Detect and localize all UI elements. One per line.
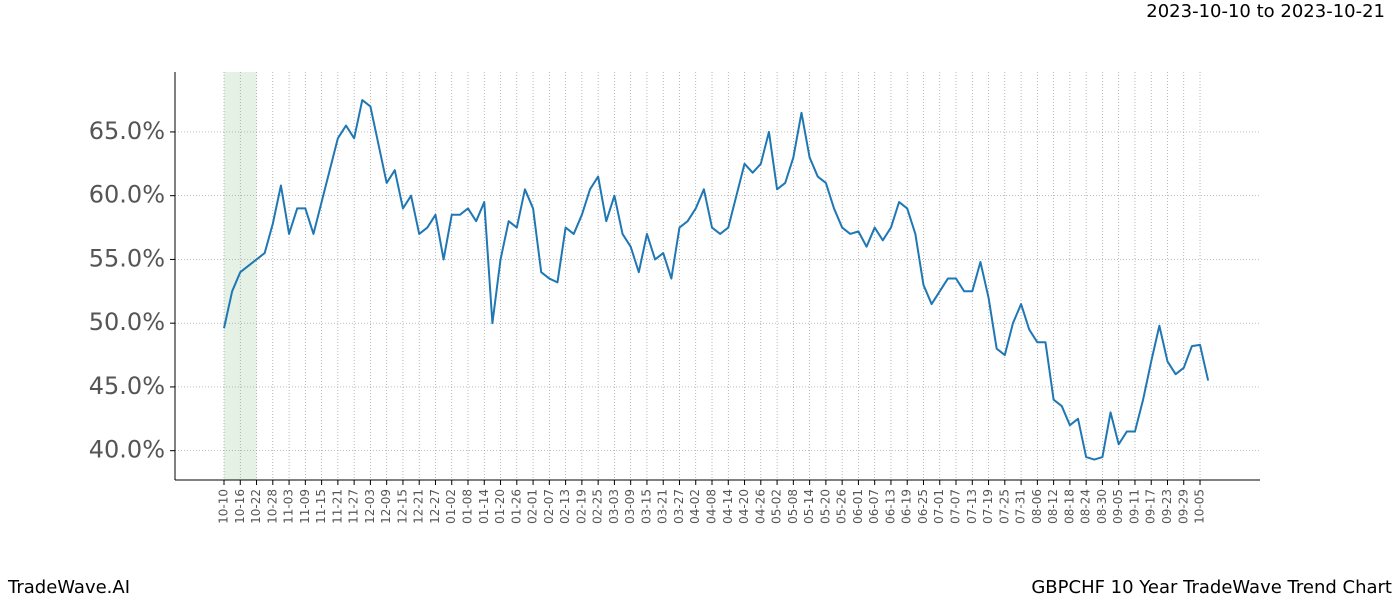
x-tick-label: 02-19: [574, 489, 588, 524]
x-tick-label: 12-03: [363, 489, 377, 524]
x-tick-label: 12-27: [428, 489, 442, 524]
x-tick-label: 02-01: [526, 489, 540, 524]
y-tick-label: 60.0%: [89, 181, 165, 209]
x-tick-label: 12-21: [412, 489, 426, 524]
y-tick-label: 50.0%: [89, 308, 165, 336]
x-tick-label: 06-07: [867, 489, 881, 524]
x-tick-label: 06-19: [900, 489, 914, 524]
x-tick-label: 07-01: [932, 489, 946, 524]
x-tick-label: 01-26: [509, 489, 523, 524]
x-tick-label: 07-13: [965, 489, 979, 524]
x-tick-label: 10-10: [217, 489, 231, 524]
x-tick-label: 08-18: [1062, 489, 1076, 524]
x-tick-label: 03-09: [623, 489, 637, 524]
brand: TradeWave.AI: [7, 577, 130, 598]
y-tick-label: 45.0%: [89, 372, 165, 400]
x-tick-label: 11-15: [314, 489, 328, 524]
x-tick-label: 05-14: [802, 489, 816, 524]
x-tick-label: 08-30: [1095, 489, 1109, 524]
x-tick-label: 07-19: [981, 489, 995, 524]
x-tick-label: 12-15: [395, 489, 409, 524]
x-tick-label: 10-28: [265, 489, 279, 524]
x-tick-label: 04-20: [737, 489, 751, 524]
x-tick-label: 07-25: [997, 489, 1011, 524]
x-tick-label: 08-06: [1030, 489, 1044, 524]
x-tick-label: 01-14: [477, 489, 491, 524]
x-tick-label: 07-07: [949, 489, 963, 524]
x-tick-label: 05-02: [770, 489, 784, 524]
y-tick-label: 55.0%: [89, 244, 165, 272]
x-tick-label: 09-05: [1111, 489, 1125, 524]
x-tick-label: 11-21: [330, 489, 344, 524]
x-tick-label: 03-21: [656, 489, 670, 524]
x-tick-label: 01-20: [493, 489, 507, 524]
x-tick-label: 08-24: [1079, 489, 1093, 524]
x-tick-label: 01-08: [461, 489, 475, 524]
x-tick-label: 06-13: [883, 489, 897, 524]
x-tick-label: 11-03: [282, 489, 296, 524]
x-tick-label: 10-05: [1193, 489, 1207, 524]
x-tick-label: 11-27: [347, 489, 361, 524]
x-tick-label: 02-25: [591, 489, 605, 524]
x-tick-label: 05-20: [818, 489, 832, 524]
x-tick-label: 09-23: [1160, 489, 1174, 524]
x-tick-label: 02-07: [542, 489, 556, 524]
x-tick-label: 04-14: [721, 489, 735, 524]
x-tick-label: 03-03: [607, 489, 621, 524]
x-tick-label: 05-26: [835, 489, 849, 524]
x-tick-label: 04-08: [705, 489, 719, 524]
chart-name: GBPCHF 10 Year TradeWave Trend Chart: [1031, 577, 1392, 598]
x-tick-label: 09-29: [1176, 489, 1190, 524]
x-tick-label: 05-08: [786, 489, 800, 524]
x-tick-label: 08-12: [1046, 489, 1060, 524]
x-tick-label: 07-31: [1014, 489, 1028, 524]
y-tick-label: 40.0%: [89, 436, 165, 464]
x-tick-label: 04-26: [753, 489, 767, 524]
x-tick-label: 09-17: [1144, 489, 1158, 524]
x-tick-label: 12-09: [379, 489, 393, 524]
x-tick-label: 04-02: [688, 489, 702, 524]
x-tick-label: 06-25: [916, 489, 930, 524]
x-tick-label: 09-11: [1127, 489, 1141, 524]
x-tick-label: 11-09: [298, 489, 312, 524]
x-tick-label: 01-02: [444, 489, 458, 524]
x-tick-label: 03-27: [672, 489, 686, 524]
x-tick-label: 03-15: [639, 489, 653, 524]
x-tick-label: 10-16: [233, 489, 247, 524]
price-line: [223, 99, 1210, 461]
x-tick-label: 06-01: [851, 489, 865, 524]
y-tick-label: 65.0%: [89, 117, 165, 145]
x-tick-label: 10-22: [249, 489, 263, 524]
date-range: 2023-10-10 to 2023-10-21: [1146, 1, 1385, 22]
x-tick-label: 02-13: [558, 489, 572, 524]
